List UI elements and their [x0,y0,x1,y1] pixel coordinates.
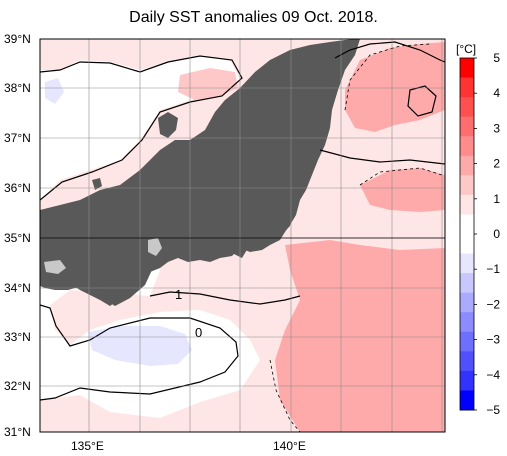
colorbar-cell [460,312,474,333]
colorbar-cell [460,331,474,352]
colorbar-tick-label: 0 [493,227,500,241]
colorbar-tick-label: 2 [493,157,500,171]
colorbar-tick-label: 5 [493,51,500,65]
colorbar-unit: [°C] [456,42,476,56]
colorbar-cell [460,116,474,137]
colorbar-cell [460,136,474,157]
lon-label-135: 135°E [71,439,104,453]
anomaly-region-warm-north [178,68,238,100]
colorbar-tick-labels: 5 4 3 2 1 0 −1 −2 −3 −4 −5 [474,51,500,417]
graticule [40,39,445,432]
land-oki [92,178,102,190]
land-honshu [40,39,360,306]
anomaly-region-cool-nw [45,78,64,104]
colorbar-tick-label: 1 [493,192,500,206]
land-noto [158,112,178,138]
lake-west [44,260,66,274]
contour-northeast [334,41,445,63]
colorbar-tick-label: 3 [493,121,500,135]
lat-label-35: 35°N [4,231,31,245]
lake-biwa [148,238,162,256]
lat-label-31: 31°N [4,425,31,439]
lat-label-34: 34°N [4,281,31,295]
colorbar-cell [460,351,474,372]
contour-north [40,55,243,201]
colorbar-cell [460,175,474,196]
contour-one [149,291,301,305]
anomaly-region-warm-east [275,240,445,432]
colorbar-cell [460,273,474,294]
anomaly-region-warm-northeast [345,42,445,132]
map-title: Daily SST anomalies 09 Oct. 2018. [129,9,378,26]
contour-dashed-3 [344,43,431,111]
land-kii [98,250,152,306]
colorbar-tick-label: −1 [486,262,500,276]
lat-label-32: 32°N [4,379,31,393]
colorbar-cell [460,214,474,235]
colorbar-cell [460,155,474,176]
colorbar-cell [460,194,474,215]
lon-label-140: 140°E [273,439,306,453]
colorbar-cell [460,58,474,78]
contour-label-one: 1 [175,287,182,302]
colorbar-cell [460,77,474,98]
colorbar-cell [460,97,474,118]
latitude-labels: 39°N 38°N 37°N 36°N 35°N 34°N 33°N 32°N … [4,32,31,439]
lat-label-33: 33°N [4,330,31,344]
colorbar-tick-label: −2 [486,297,500,311]
contour-label-zero: 0 [195,325,202,340]
contour-northeast-loop [407,85,437,117]
colorbar-cell [460,234,474,254]
colorbar-tick-label: 4 [493,86,500,100]
colorbar-tick-label: −5 [486,403,500,417]
contour-dashed-2 [359,167,445,186]
colorbar-cell [460,292,474,313]
anomaly-fields [40,39,445,432]
colorbar-cell [460,390,474,411]
colorbar-tick-label: −4 [486,368,500,382]
contour-zero [40,304,239,401]
land-sado [320,64,338,86]
colorbar-cell [460,370,474,391]
plot-frame [39,38,446,433]
land-boso [266,205,292,238]
lat-label-37: 37°N [4,131,31,145]
colorbar-tick-label: −3 [486,333,500,347]
colorbar [460,58,474,411]
anomaly-region-warm-east-mid [360,168,445,212]
colorbar-cell [460,253,474,274]
lat-label-36: 36°N [4,181,31,195]
lat-label-38: 38°N [4,81,31,95]
lat-label-39: 39°N [4,32,31,46]
contour-east [319,149,445,165]
